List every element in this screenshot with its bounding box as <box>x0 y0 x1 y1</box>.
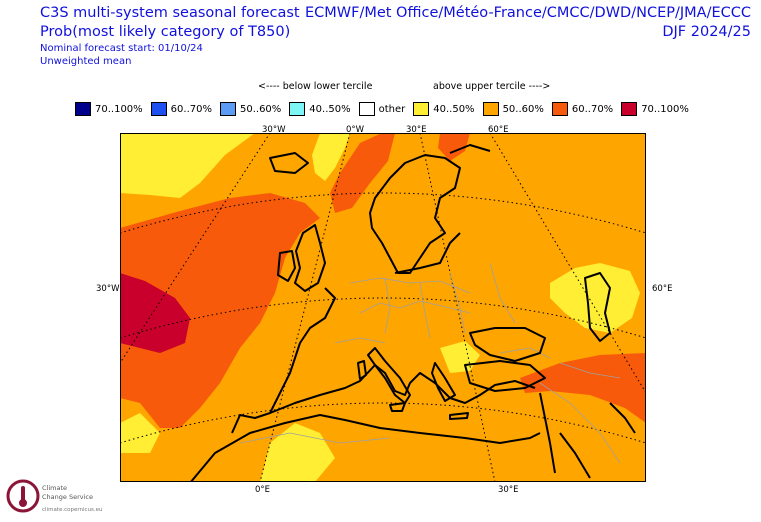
yellow-region-nw <box>120 133 255 198</box>
legend-item: other <box>358 101 406 117</box>
header-left: C3S multi-system seasonal forecast Prob(… <box>40 4 300 68</box>
lat-line <box>120 297 646 339</box>
legend-item: 40..50% <box>289 101 351 117</box>
legend-label: 60..70% <box>571 103 614 115</box>
lon-line <box>259 133 351 482</box>
coast-sardinia <box>357 360 367 380</box>
right-lon-label: 60°E <box>652 284 673 294</box>
lon-line <box>489 133 646 394</box>
coast-italy <box>367 347 411 404</box>
legend-item: 60..70% <box>150 101 212 117</box>
legend-item: 70..100% <box>621 101 689 117</box>
coast-north-africa <box>189 414 541 482</box>
forecast-start: Nominal forecast start: 01/10/24 <box>40 43 203 54</box>
country-borders <box>239 262 621 464</box>
legend-swatch <box>150 102 167 116</box>
legend-swatch <box>75 102 91 116</box>
legend-label: 70..100% <box>641 103 689 115</box>
logo-text: Climate Change Service <box>42 484 93 502</box>
legend-swatch <box>621 102 638 116</box>
legend-label: 70..100% <box>95 103 143 115</box>
below-tercile-hint: <---- below lower tercile <box>258 81 373 92</box>
legend-item: 50..60% <box>482 101 544 117</box>
above-tercile-hint: above upper tercile ----> <box>433 81 551 92</box>
legend-swatch <box>413 102 430 116</box>
lon-line <box>120 133 271 364</box>
legend-item: 70..100% <box>75 101 143 117</box>
top-lon-label: 0°W <box>346 125 365 135</box>
coast-black-sea <box>469 327 546 362</box>
top-lon-label: 30°W <box>262 125 286 135</box>
legend-label: 40..50% <box>433 103 475 115</box>
coast-arabian-gulf <box>609 402 636 434</box>
yellow-region-sw <box>120 413 160 453</box>
coast-caspian <box>584 272 611 342</box>
legend: 70..100% 60..70% 50..60% 40..50% other 4… <box>75 101 697 117</box>
red-region-middle-east <box>520 353 646 423</box>
map-frame <box>120 133 646 482</box>
legend-swatch <box>289 102 306 116</box>
coast-west-europe <box>231 287 336 434</box>
copernicus-thermometer-icon <box>6 479 40 513</box>
left-lon-label: 30°W <box>96 284 120 294</box>
red-region-atlantic <box>120 193 320 428</box>
season-label: DJF 2024/25 <box>662 24 751 40</box>
variable-title: Prob(most likely category of T850) <box>40 24 291 40</box>
yellow-region-south <box>260 423 335 482</box>
weighting-note: Unweighted mean <box>40 56 132 67</box>
legend-label: 50..60% <box>502 103 544 115</box>
legend-item: 50..60% <box>219 101 282 117</box>
lat-line <box>120 402 646 444</box>
coast-turkey <box>464 360 546 392</box>
red-region-norwegian <box>330 133 395 213</box>
legend-label: other <box>378 103 406 115</box>
coast-north-russia <box>449 144 491 154</box>
logo-url[interactable]: climate.copernicus.eu <box>42 507 103 513</box>
coast-sicily <box>389 402 406 412</box>
lon-line <box>419 133 496 482</box>
logo-line2: Change Service <box>42 493 93 501</box>
models-list: ECMWF/Met Office/Météo-France/CMCC/DWD/N… <box>304 5 751 21</box>
top-lon-label: 30°E <box>406 125 427 135</box>
coast-crete <box>449 412 469 420</box>
yellow-region-east <box>550 263 640 333</box>
top-lon-label: 60°E <box>488 125 509 135</box>
coast-iceland <box>269 152 309 174</box>
coast-red-sea <box>559 432 591 479</box>
red-region-arctic <box>438 133 470 161</box>
yellow-region-north <box>312 133 350 181</box>
legend-label: 60..70% <box>170 103 212 115</box>
legend-swatch <box>219 102 236 116</box>
coastlines <box>189 144 636 482</box>
legend-swatch <box>358 102 375 116</box>
legend-item: 60..70% <box>551 101 614 117</box>
system-title: C3S multi-system seasonal forecast <box>40 5 300 21</box>
bottom-lon-label: 30°E <box>498 485 519 495</box>
lat-line <box>120 192 646 234</box>
legend-swatch <box>482 102 499 116</box>
bottom-lon-label: 0°E <box>255 485 271 495</box>
header-right: ECMWF/Met Office/Météo-France/CMCC/DWD/N… <box>305 4 751 42</box>
legend-item: 40..50% <box>413 101 475 117</box>
coast-greece <box>431 362 456 402</box>
legend-label: 50..60% <box>239 103 282 115</box>
forecast-map <box>120 133 646 482</box>
coast-middle-east <box>539 392 556 474</box>
coast-baltic <box>394 232 461 274</box>
coast-ireland <box>277 250 296 282</box>
graticule <box>120 133 646 482</box>
coast-great-britain <box>294 224 326 292</box>
logo-line1: Climate <box>42 484 68 492</box>
legend-swatch <box>551 102 568 116</box>
legend-label: 40..50% <box>309 103 351 115</box>
coast-scandinavia <box>369 154 461 274</box>
